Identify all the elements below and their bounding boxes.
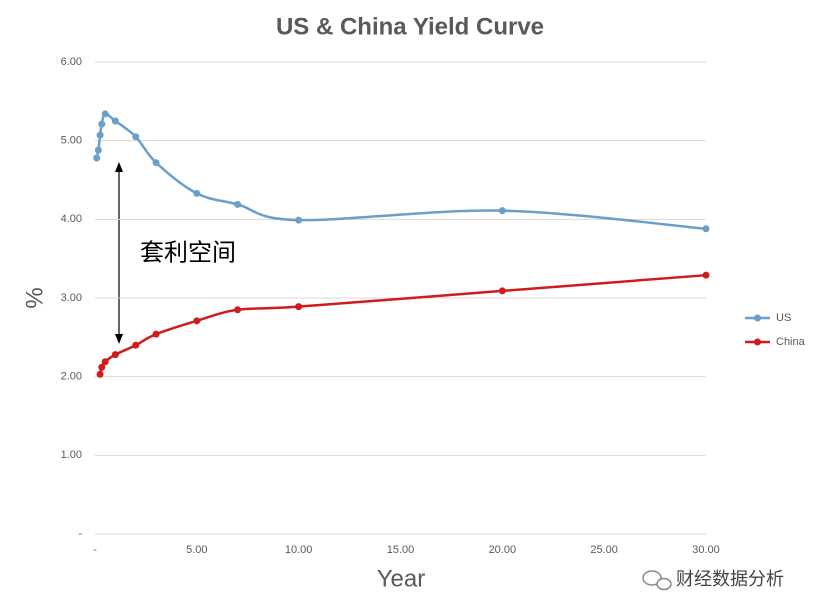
point	[498, 207, 506, 215]
point	[101, 358, 109, 366]
y-axis-label: %	[21, 287, 48, 308]
x-tick-label: -	[93, 544, 97, 556]
arrow	[115, 162, 123, 344]
point	[193, 317, 201, 325]
point	[132, 341, 140, 349]
chart-title: US & China Yield Curve	[276, 13, 544, 40]
grid	[95, 61, 706, 535]
point	[498, 287, 506, 295]
point	[193, 189, 201, 197]
point	[101, 110, 109, 118]
point	[111, 351, 119, 359]
y-tick-label: 3.00	[61, 292, 82, 304]
x-tick-label: 15.00	[387, 544, 415, 556]
y-tick-label: 4.00	[61, 213, 82, 225]
point	[111, 117, 119, 125]
point	[234, 306, 242, 314]
x-tick-label: 5.00	[186, 544, 207, 556]
point	[234, 200, 242, 208]
x-tick-label: 30.00	[692, 544, 720, 556]
point	[98, 363, 106, 371]
legend-label: US	[776, 312, 791, 324]
legend-label: China	[776, 336, 806, 348]
point	[96, 370, 104, 378]
legend-marker	[754, 314, 761, 322]
point	[702, 271, 710, 279]
watermark-icon	[642, 570, 672, 591]
y-tick-label: 5.00	[61, 135, 82, 147]
point	[295, 303, 303, 311]
point	[98, 120, 106, 128]
series-line	[98, 273, 707, 375]
point	[152, 159, 160, 167]
point	[96, 131, 104, 139]
point	[152, 330, 160, 338]
point	[94, 146, 102, 154]
point	[93, 154, 101, 162]
y-tick-label: 1.00	[61, 449, 82, 461]
y-tick-label: 2.00	[61, 371, 82, 383]
point	[295, 216, 303, 224]
point	[702, 225, 710, 233]
x-tick-label: 25.00	[590, 544, 618, 556]
y-tick-label: 6.00	[61, 56, 82, 68]
y-tick-label: -	[78, 528, 82, 540]
point	[132, 133, 140, 141]
legend-marker	[754, 338, 761, 346]
x-tick-label: 20.00	[489, 544, 517, 556]
watermark: 财经数据分析	[676, 569, 784, 589]
x-tick-label: 10.00	[285, 544, 313, 556]
annotation: 套利空间	[140, 239, 236, 266]
series-line	[95, 112, 707, 231]
x-axis-label: Year	[377, 565, 426, 592]
